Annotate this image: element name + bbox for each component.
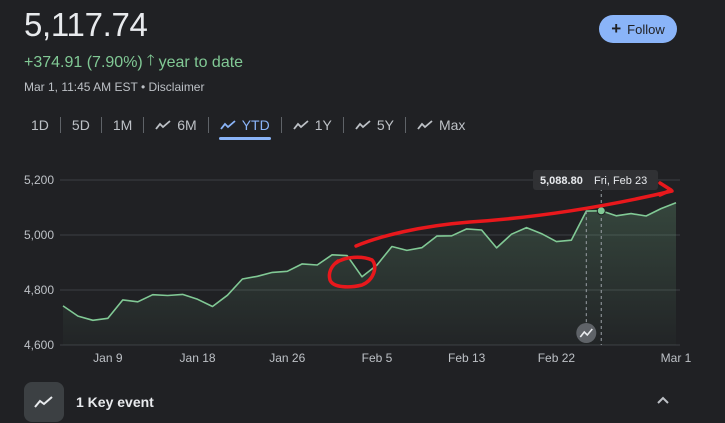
tab-6m[interactable]: 6M: [144, 112, 207, 138]
x-tick-label: Jan 9: [93, 351, 123, 365]
tab-1y[interactable]: 1Y: [282, 112, 343, 138]
x-tick-label: Feb 13: [448, 351, 486, 365]
x-tick-label: Jan 18: [180, 351, 216, 365]
tab-max[interactable]: Max: [406, 112, 476, 138]
trend-icon: [355, 120, 371, 130]
price-chart[interactable]: 5,200 5,000 4,800 4,600 Jan 9 Jan 18 Jan 26 Feb…: [0, 150, 725, 370]
tab-separator: [342, 117, 344, 133]
red-annotation-circle: [327, 255, 377, 289]
y-tick-label: 4,600: [24, 338, 54, 352]
chevron-up-icon[interactable]: [655, 392, 671, 408]
follow-label: Follow: [627, 21, 665, 37]
x-tick-label: Jan 26: [269, 351, 305, 365]
tab-separator: [280, 117, 282, 133]
hover-point: [596, 206, 606, 216]
tab-label: 5D: [71, 117, 90, 133]
trend-icon: [220, 120, 236, 130]
tab-separator: [59, 117, 61, 133]
key-event-icon-box: [24, 381, 64, 422]
plus-icon: +: [611, 19, 622, 38]
price-line: [62, 202, 677, 322]
tab-separator: [100, 117, 102, 133]
range-tabs: 1D 5D 1M 6M YTD 1Y 5Y Max: [20, 112, 476, 140]
tooltip-date: Fri, Feb 23: [594, 175, 647, 187]
trend-icon: [293, 120, 309, 130]
tooltip-box: [533, 170, 658, 190]
trend-icon: [155, 120, 171, 130]
red-annotation-arrowhead: [658, 181, 673, 197]
quote-meta: Mar 1, 11:45 AM EST • Disclaimer: [24, 80, 205, 94]
red-annotation-stroke: [354, 189, 674, 248]
x-tick-label: Feb 5: [362, 351, 393, 365]
tab-ytd[interactable]: YTD: [209, 112, 281, 140]
tab-label: 1Y: [314, 117, 332, 133]
tab-label: YTD: [241, 117, 270, 133]
x-tick-label: Mar 1: [661, 351, 692, 365]
tab-label: 5Y: [376, 117, 394, 133]
trend-icon: [579, 328, 593, 338]
y-tick-label: 5,000: [24, 228, 54, 242]
change-period: year to date: [158, 53, 244, 71]
key-event-label: 1 Key event: [76, 393, 154, 410]
up-arrow-icon: 🡑: [146, 52, 155, 69]
quote-change: +374.91 (7.90%) 🡑 year to date: [24, 50, 243, 75]
quote-price: 5,117.74: [24, 6, 148, 43]
tab-label: 6M: [177, 117, 197, 133]
tab-5y[interactable]: 5Y: [344, 112, 405, 138]
key-event-row[interactable]: 1 Key event: [24, 380, 679, 423]
y-tick-label: 4,800: [24, 283, 54, 297]
trend-icon: [417, 120, 433, 130]
tab-separator: [207, 117, 209, 133]
tab-5d[interactable]: 5D: [61, 112, 101, 138]
trend-icon: [34, 395, 53, 408]
y-tick-label: 5,200: [24, 173, 54, 187]
tab-label: Max: [438, 117, 466, 133]
price-area: [63, 202, 676, 345]
change-value: +374.91 (7.90%): [24, 53, 143, 71]
tab-separator: [404, 117, 406, 133]
tab-1d[interactable]: 1D: [20, 112, 60, 138]
follow-button[interactable]: + Follow: [599, 15, 677, 43]
tab-label: 1M: [112, 117, 133, 133]
tab-1m[interactable]: 1M: [102, 112, 143, 138]
x-tick-label: Feb 22: [538, 351, 576, 365]
tooltip-value: 5,088.80: [540, 175, 583, 187]
tab-separator: [143, 117, 145, 133]
tab-label: 1D: [31, 117, 49, 133]
